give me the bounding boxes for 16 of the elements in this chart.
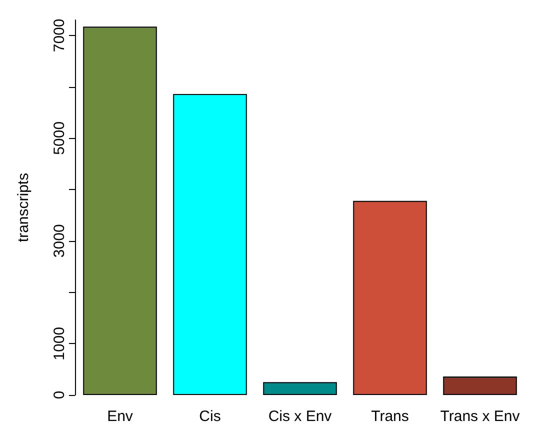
bar [263, 382, 337, 395]
y-tick-label: 7000 [51, 18, 68, 52]
x-tick-label: Cis x Env [268, 408, 332, 425]
x-tick-label: Cis [199, 408, 221, 425]
x-tick-label: Trans [371, 408, 409, 425]
bar [173, 94, 247, 395]
bar [83, 26, 157, 395]
x-tick-label: Trans x Env [440, 408, 520, 425]
y-tick-label: 3000 [51, 224, 68, 258]
y-axis-title: transcripts [15, 172, 32, 242]
y-tick-label: 0 [51, 390, 68, 400]
x-tick-label: Env [107, 408, 134, 425]
y-tick-label: 5000 [51, 121, 68, 155]
bar [443, 376, 517, 395]
bar [353, 200, 427, 395]
y-tick-label: 1000 [51, 326, 68, 360]
